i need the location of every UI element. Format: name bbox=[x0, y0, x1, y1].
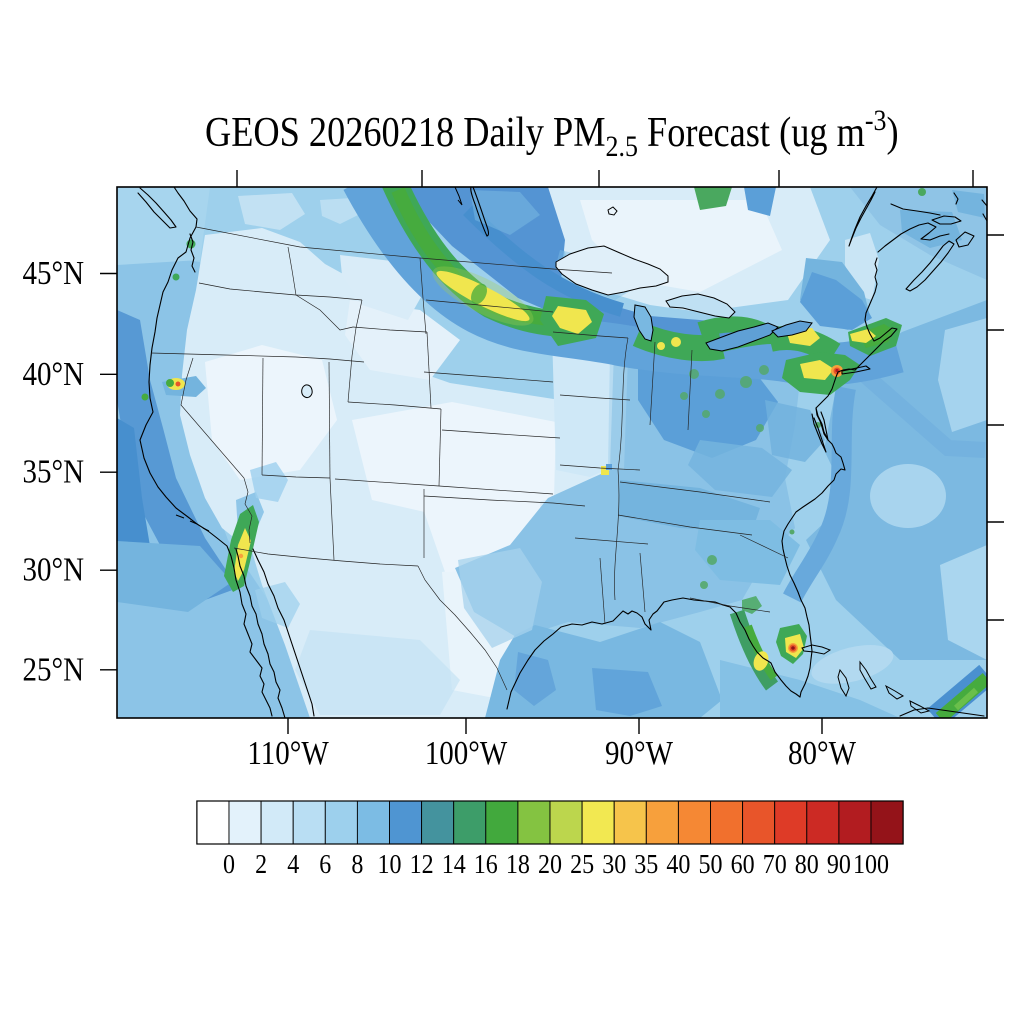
svg-text:50: 50 bbox=[698, 849, 722, 880]
svg-text:0: 0 bbox=[223, 849, 235, 880]
svg-text:30: 30 bbox=[602, 849, 626, 880]
svg-text:25: 25 bbox=[570, 849, 594, 880]
svg-text:18: 18 bbox=[506, 849, 530, 880]
svg-text:GEOS 20260218 Daily PM2.5 Fore: GEOS 20260218 Daily PM2.5 Forecast (ug m… bbox=[205, 104, 899, 163]
svg-text:10: 10 bbox=[377, 849, 401, 880]
svg-text:90°W: 90°W bbox=[605, 734, 673, 771]
svg-text:80: 80 bbox=[795, 849, 819, 880]
svg-text:100°W: 100°W bbox=[425, 734, 508, 771]
svg-text:100: 100 bbox=[853, 849, 889, 880]
svg-text:25°N: 25°N bbox=[23, 650, 84, 687]
svg-text:6: 6 bbox=[319, 849, 331, 880]
svg-text:110°W: 110°W bbox=[247, 734, 329, 771]
svg-text:4: 4 bbox=[287, 849, 299, 880]
svg-text:16: 16 bbox=[474, 849, 498, 880]
svg-text:30°N: 30°N bbox=[23, 551, 84, 588]
svg-text:40: 40 bbox=[666, 849, 690, 880]
svg-text:70: 70 bbox=[763, 849, 787, 880]
svg-text:8: 8 bbox=[351, 849, 363, 880]
svg-text:35: 35 bbox=[634, 849, 658, 880]
svg-text:35°N: 35°N bbox=[23, 453, 84, 490]
svg-text:14: 14 bbox=[442, 849, 466, 880]
svg-text:90: 90 bbox=[827, 849, 851, 880]
svg-text:20: 20 bbox=[538, 849, 562, 880]
svg-text:45°N: 45°N bbox=[23, 254, 84, 291]
svg-text:40°N: 40°N bbox=[23, 355, 84, 392]
svg-text:60: 60 bbox=[731, 849, 755, 880]
svg-text:2: 2 bbox=[255, 849, 267, 880]
svg-text:80°W: 80°W bbox=[788, 734, 856, 771]
svg-text:12: 12 bbox=[410, 849, 434, 880]
